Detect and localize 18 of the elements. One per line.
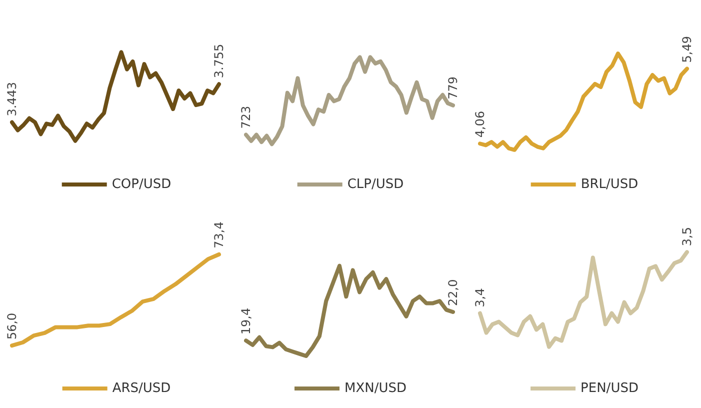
data-label: 19,4 [239, 308, 253, 335]
data-label: 779 [446, 76, 460, 100]
data-label: 3.755 [212, 44, 226, 78]
legend-label: MXN/USD [344, 381, 407, 396]
data-label: 3.443 [5, 82, 19, 116]
data-label: 73,4 [212, 222, 226, 248]
legend-label: COP/USD [112, 177, 172, 192]
data-label: 4,06 [473, 110, 487, 138]
data-label: 5,49 [680, 36, 694, 63]
data-label: 22,0 [446, 279, 460, 306]
data-label: 56,0 [5, 312, 19, 340]
legend-label: ARS/USD [112, 381, 171, 396]
legend-label: CLP/USD [347, 177, 404, 192]
data-label: 3,4 [473, 288, 487, 308]
legend-label: BRL/USD [580, 177, 638, 192]
data-label: 723 [239, 106, 253, 129]
legend-label: PEN/USD [580, 381, 638, 396]
data-label: 3,5 [680, 227, 694, 246]
